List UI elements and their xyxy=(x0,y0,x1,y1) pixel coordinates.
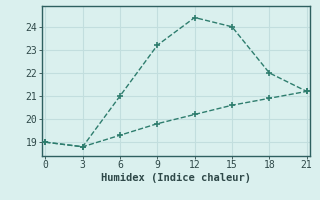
X-axis label: Humidex (Indice chaleur): Humidex (Indice chaleur) xyxy=(101,173,251,183)
